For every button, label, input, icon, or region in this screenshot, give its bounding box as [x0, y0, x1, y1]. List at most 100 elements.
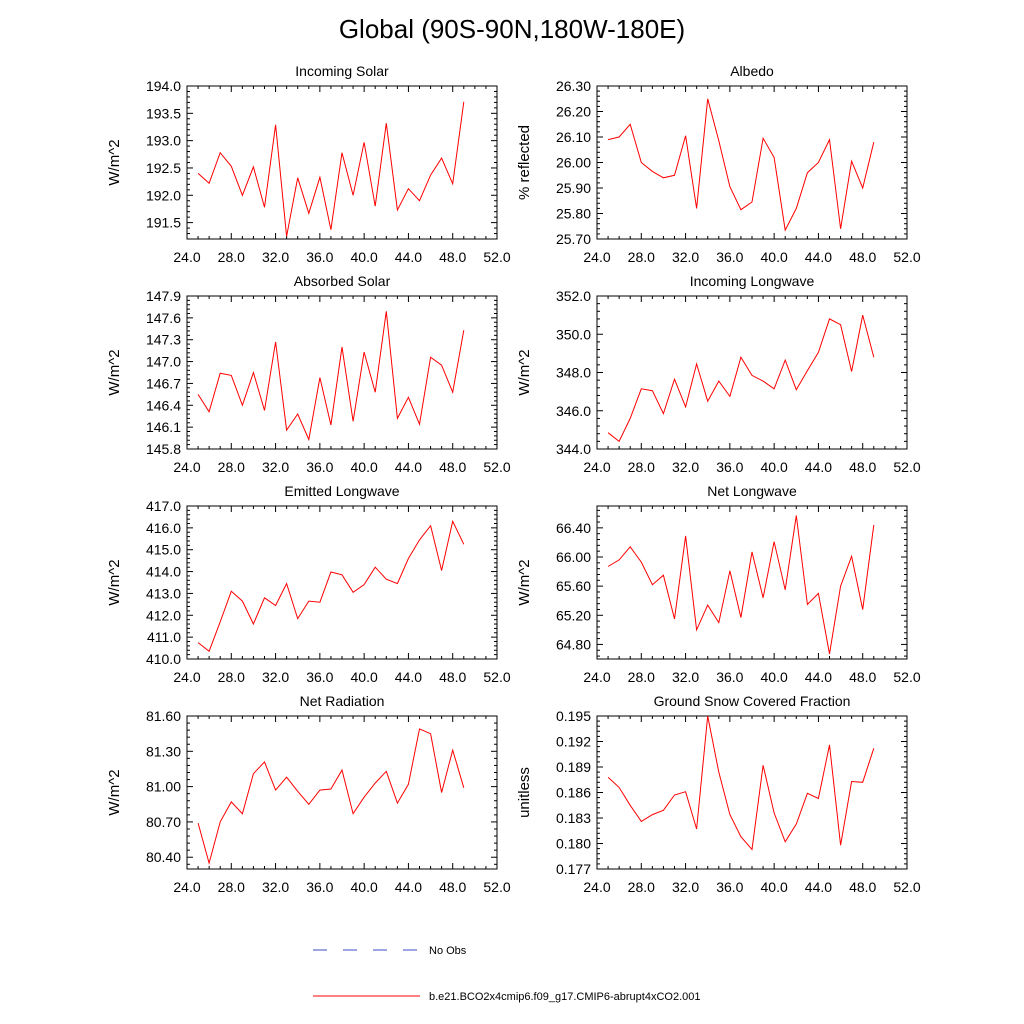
x-tick-label: 28.0 — [218, 249, 245, 265]
y-tick-label: 80.40 — [146, 849, 181, 865]
x-tick-label: 28.0 — [628, 879, 655, 895]
y-tick-label: 145.8 — [146, 441, 181, 457]
x-tick-label: 44.0 — [395, 249, 422, 265]
plot-frame — [186, 295, 498, 450]
x-tick-label: 32.0 — [672, 459, 699, 475]
y-tick-label: 81.30 — [146, 743, 181, 759]
y-tick-label: 26.10 — [556, 129, 591, 145]
x-tick-label: 24.0 — [583, 249, 610, 265]
x-tick-label: 48.0 — [849, 249, 876, 265]
y-axis-label: unitless — [516, 767, 533, 818]
y-tick-label: 350.0 — [556, 326, 591, 342]
x-tick-label: 52.0 — [893, 669, 920, 685]
panel-7: Net Radiation W/m^2 24.0 28.0 32.0 36.0 40.0 44… — [106, 693, 511, 895]
panel-title: Incoming Solar — [295, 63, 389, 79]
plot-frame — [596, 295, 908, 450]
plot-frame — [186, 715, 498, 870]
x-tick-label: 52.0 — [483, 669, 510, 685]
x-tick-label: 44.0 — [805, 879, 832, 895]
y-tick-label: 192.0 — [146, 187, 181, 203]
x-tick-label: 48.0 — [439, 669, 466, 685]
y-tick-label: 81.00 — [146, 779, 181, 795]
figure-title: Global (90S-90N,180W-180E) — [338, 14, 686, 44]
y-tick-label: 191.5 — [146, 215, 181, 231]
y-tick-label: 25.90 — [556, 180, 591, 196]
panel-5: Emitted Longwave W/m^2 24.0 28.0 32.0 36.0 40.… — [106, 483, 511, 685]
x-tick-label: 40.0 — [351, 669, 378, 685]
x-tick-label: 32.0 — [262, 459, 289, 475]
x-tick-label: 24.0 — [583, 669, 610, 685]
x-tick-label: 44.0 — [805, 669, 832, 685]
x-tick-label: 24.0 — [583, 879, 610, 895]
x-tick-label: 48.0 — [439, 879, 466, 895]
panel-title: Absorbed Solar — [294, 273, 391, 289]
x-tick-label: 44.0 — [395, 669, 422, 685]
y-tick-label: 346.0 — [556, 403, 591, 419]
x-tick-label: 48.0 — [849, 879, 876, 895]
x-tick-label: 52.0 — [893, 249, 920, 265]
series-line — [197, 311, 465, 442]
x-tick-label: 36.0 — [716, 249, 743, 265]
y-tick-label: 0.195 — [556, 708, 591, 724]
x-tick-label: 48.0 — [849, 669, 876, 685]
y-tick-label: 26.30 — [556, 78, 591, 94]
y-tick-label: 415.0 — [146, 542, 181, 558]
y-tick-label: 147.9 — [146, 288, 181, 304]
y-tick-label: 192.5 — [146, 160, 181, 176]
x-tick-label: 32.0 — [672, 879, 699, 895]
y-tick-label: 146.7 — [146, 375, 181, 391]
y-tick-label: 146.4 — [146, 397, 181, 413]
legend-label-no-obs: No Obs — [429, 945, 467, 957]
panel-8: Ground Snow Covered Fraction unitless 24.0… — [516, 693, 921, 895]
x-tick-label: 48.0 — [849, 459, 876, 475]
x-tick-label: 28.0 — [218, 459, 245, 475]
x-tick-label: 36.0 — [306, 879, 333, 895]
panel-title: Emitted Longwave — [284, 483, 399, 499]
y-tick-label: 194.0 — [146, 78, 181, 94]
panel-title: Incoming Longwave — [690, 273, 815, 289]
y-tick-label: 66.40 — [556, 520, 591, 536]
plot-frame — [186, 85, 498, 240]
y-tick-label: 0.177 — [556, 861, 591, 877]
y-tick-label: 147.6 — [146, 310, 181, 326]
x-tick-label: 52.0 — [483, 459, 510, 475]
y-axis-label: % reflected — [516, 125, 533, 200]
y-tick-label: 411.0 — [147, 629, 181, 645]
y-tick-label: 25.70 — [556, 231, 591, 247]
y-tick-label: 0.189 — [556, 759, 591, 775]
legend: No Obs b.e21.BCO2x4cmip6.f09_g17.CMIP6-ab… — [313, 945, 701, 1003]
panel-title: Net Longwave — [707, 483, 797, 499]
series-line — [197, 519, 465, 653]
x-tick-label: 48.0 — [439, 459, 466, 475]
panel-2: Albedo % reflected 24.0 28.0 32.0 36.0 40.0 44.… — [516, 63, 921, 265]
x-tick-label: 32.0 — [262, 669, 289, 685]
x-tick-label: 24.0 — [173, 459, 200, 475]
x-tick-label: 40.0 — [761, 249, 788, 265]
x-tick-label: 32.0 — [262, 879, 289, 895]
y-tick-label: 146.1 — [146, 419, 181, 435]
y-tick-label: 26.00 — [556, 155, 591, 171]
y-tick-label: 417.0 — [146, 498, 181, 514]
x-tick-label: 44.0 — [805, 459, 832, 475]
y-tick-label: 414.0 — [146, 564, 181, 580]
x-tick-label: 36.0 — [716, 879, 743, 895]
legend-label-model: b.e21.BCO2x4cmip6.f09_g17.CMIP6-abrupt4x… — [429, 991, 701, 1003]
panel-title: Net Radiation — [300, 693, 385, 709]
y-tick-label: 352.0 — [556, 288, 591, 304]
x-tick-label: 36.0 — [716, 459, 743, 475]
x-tick-label: 40.0 — [351, 249, 378, 265]
x-tick-label: 44.0 — [805, 249, 832, 265]
x-tick-label: 24.0 — [173, 879, 200, 895]
y-tick-label: 348.0 — [556, 365, 591, 381]
x-tick-label: 52.0 — [483, 879, 510, 895]
y-tick-label: 25.80 — [556, 206, 591, 222]
y-tick-label: 412.0 — [146, 607, 181, 623]
panel-3: Absorbed Solar W/m^2 24.0 28.0 32.0 36.0 40.0 4… — [106, 273, 511, 475]
y-tick-label: 0.180 — [556, 836, 591, 852]
x-tick-label: 40.0 — [761, 459, 788, 475]
x-tick-label: 52.0 — [893, 459, 920, 475]
x-tick-label: 40.0 — [761, 879, 788, 895]
y-tick-label: 65.20 — [556, 607, 591, 623]
series-line — [607, 98, 875, 232]
